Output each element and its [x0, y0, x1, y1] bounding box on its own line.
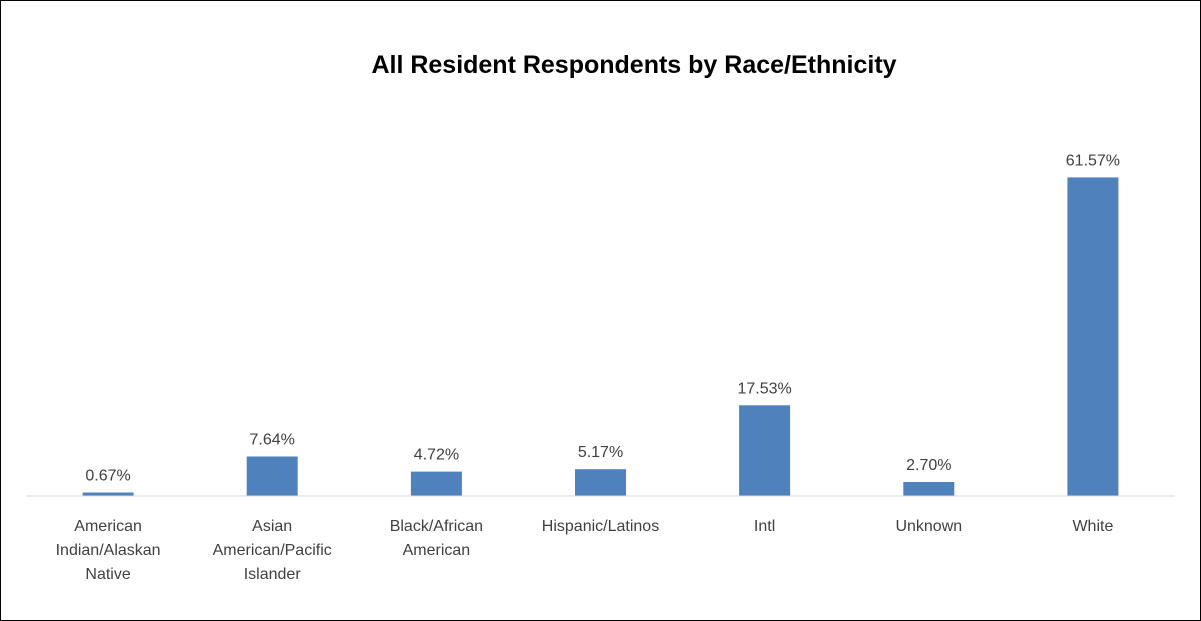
category-label-0-line-2: Native — [85, 566, 130, 583]
category-label-2: Black/African American — [390, 518, 483, 559]
category-label-5-line-0: Unknown — [895, 518, 962, 535]
data-label-3: 5.17% — [578, 444, 623, 461]
category-label-1: Asian American/Pacific Islander — [213, 518, 332, 583]
category-label-5: Unknown — [895, 518, 962, 535]
category-label-0-line-0: American — [74, 518, 142, 535]
data-label-0: 0.67% — [85, 468, 130, 485]
category-label-2-line-0: Black/African — [390, 518, 483, 535]
category-label-6-line-0: White — [1072, 518, 1113, 535]
chart-title: All Resident Respondents by Race/Ethnici… — [371, 51, 896, 79]
data-labels-layer: 0.67% 7.64% 4.72% 5.17% 17.53% 2.70% 61.57% — [85, 152, 1120, 484]
data-label-1: 7.64% — [250, 432, 295, 449]
data-label-5: 2.70% — [906, 457, 951, 474]
bar-0 — [82, 492, 134, 496]
category-label-4: Intl — [754, 518, 775, 535]
category-label-1-line-2: Islander — [244, 566, 302, 583]
category-label-0-line-1: Indian/Alaskan — [56, 542, 161, 559]
category-label-3-line-0: Hispanic/Latinos — [542, 518, 659, 535]
bar-3 — [575, 469, 626, 496]
data-label-6: 61.57% — [1066, 152, 1120, 169]
category-label-1-line-1: American/Pacific — [213, 542, 332, 559]
bar-2 — [410, 471, 462, 496]
category-label-6: White — [1072, 518, 1113, 535]
category-label-0: American Indian/Alaskan Native — [56, 518, 161, 583]
data-label-2: 4.72% — [414, 447, 459, 464]
bar-4 — [739, 405, 791, 496]
data-label-4: 17.53% — [737, 380, 791, 397]
bar-1 — [246, 456, 298, 496]
category-label-1-line-0: Asian — [252, 518, 292, 535]
bars-layer — [82, 177, 1119, 496]
bar-6 — [1067, 177, 1119, 496]
category-label-3: Hispanic/Latinos — [542, 518, 659, 535]
bar-5 — [903, 482, 955, 496]
category-label-2-line-1: American — [403, 542, 471, 559]
category-label-4-line-0: Intl — [754, 518, 775, 535]
category-labels-layer: American Indian/Alaskan Native Asian America… — [56, 518, 1114, 583]
